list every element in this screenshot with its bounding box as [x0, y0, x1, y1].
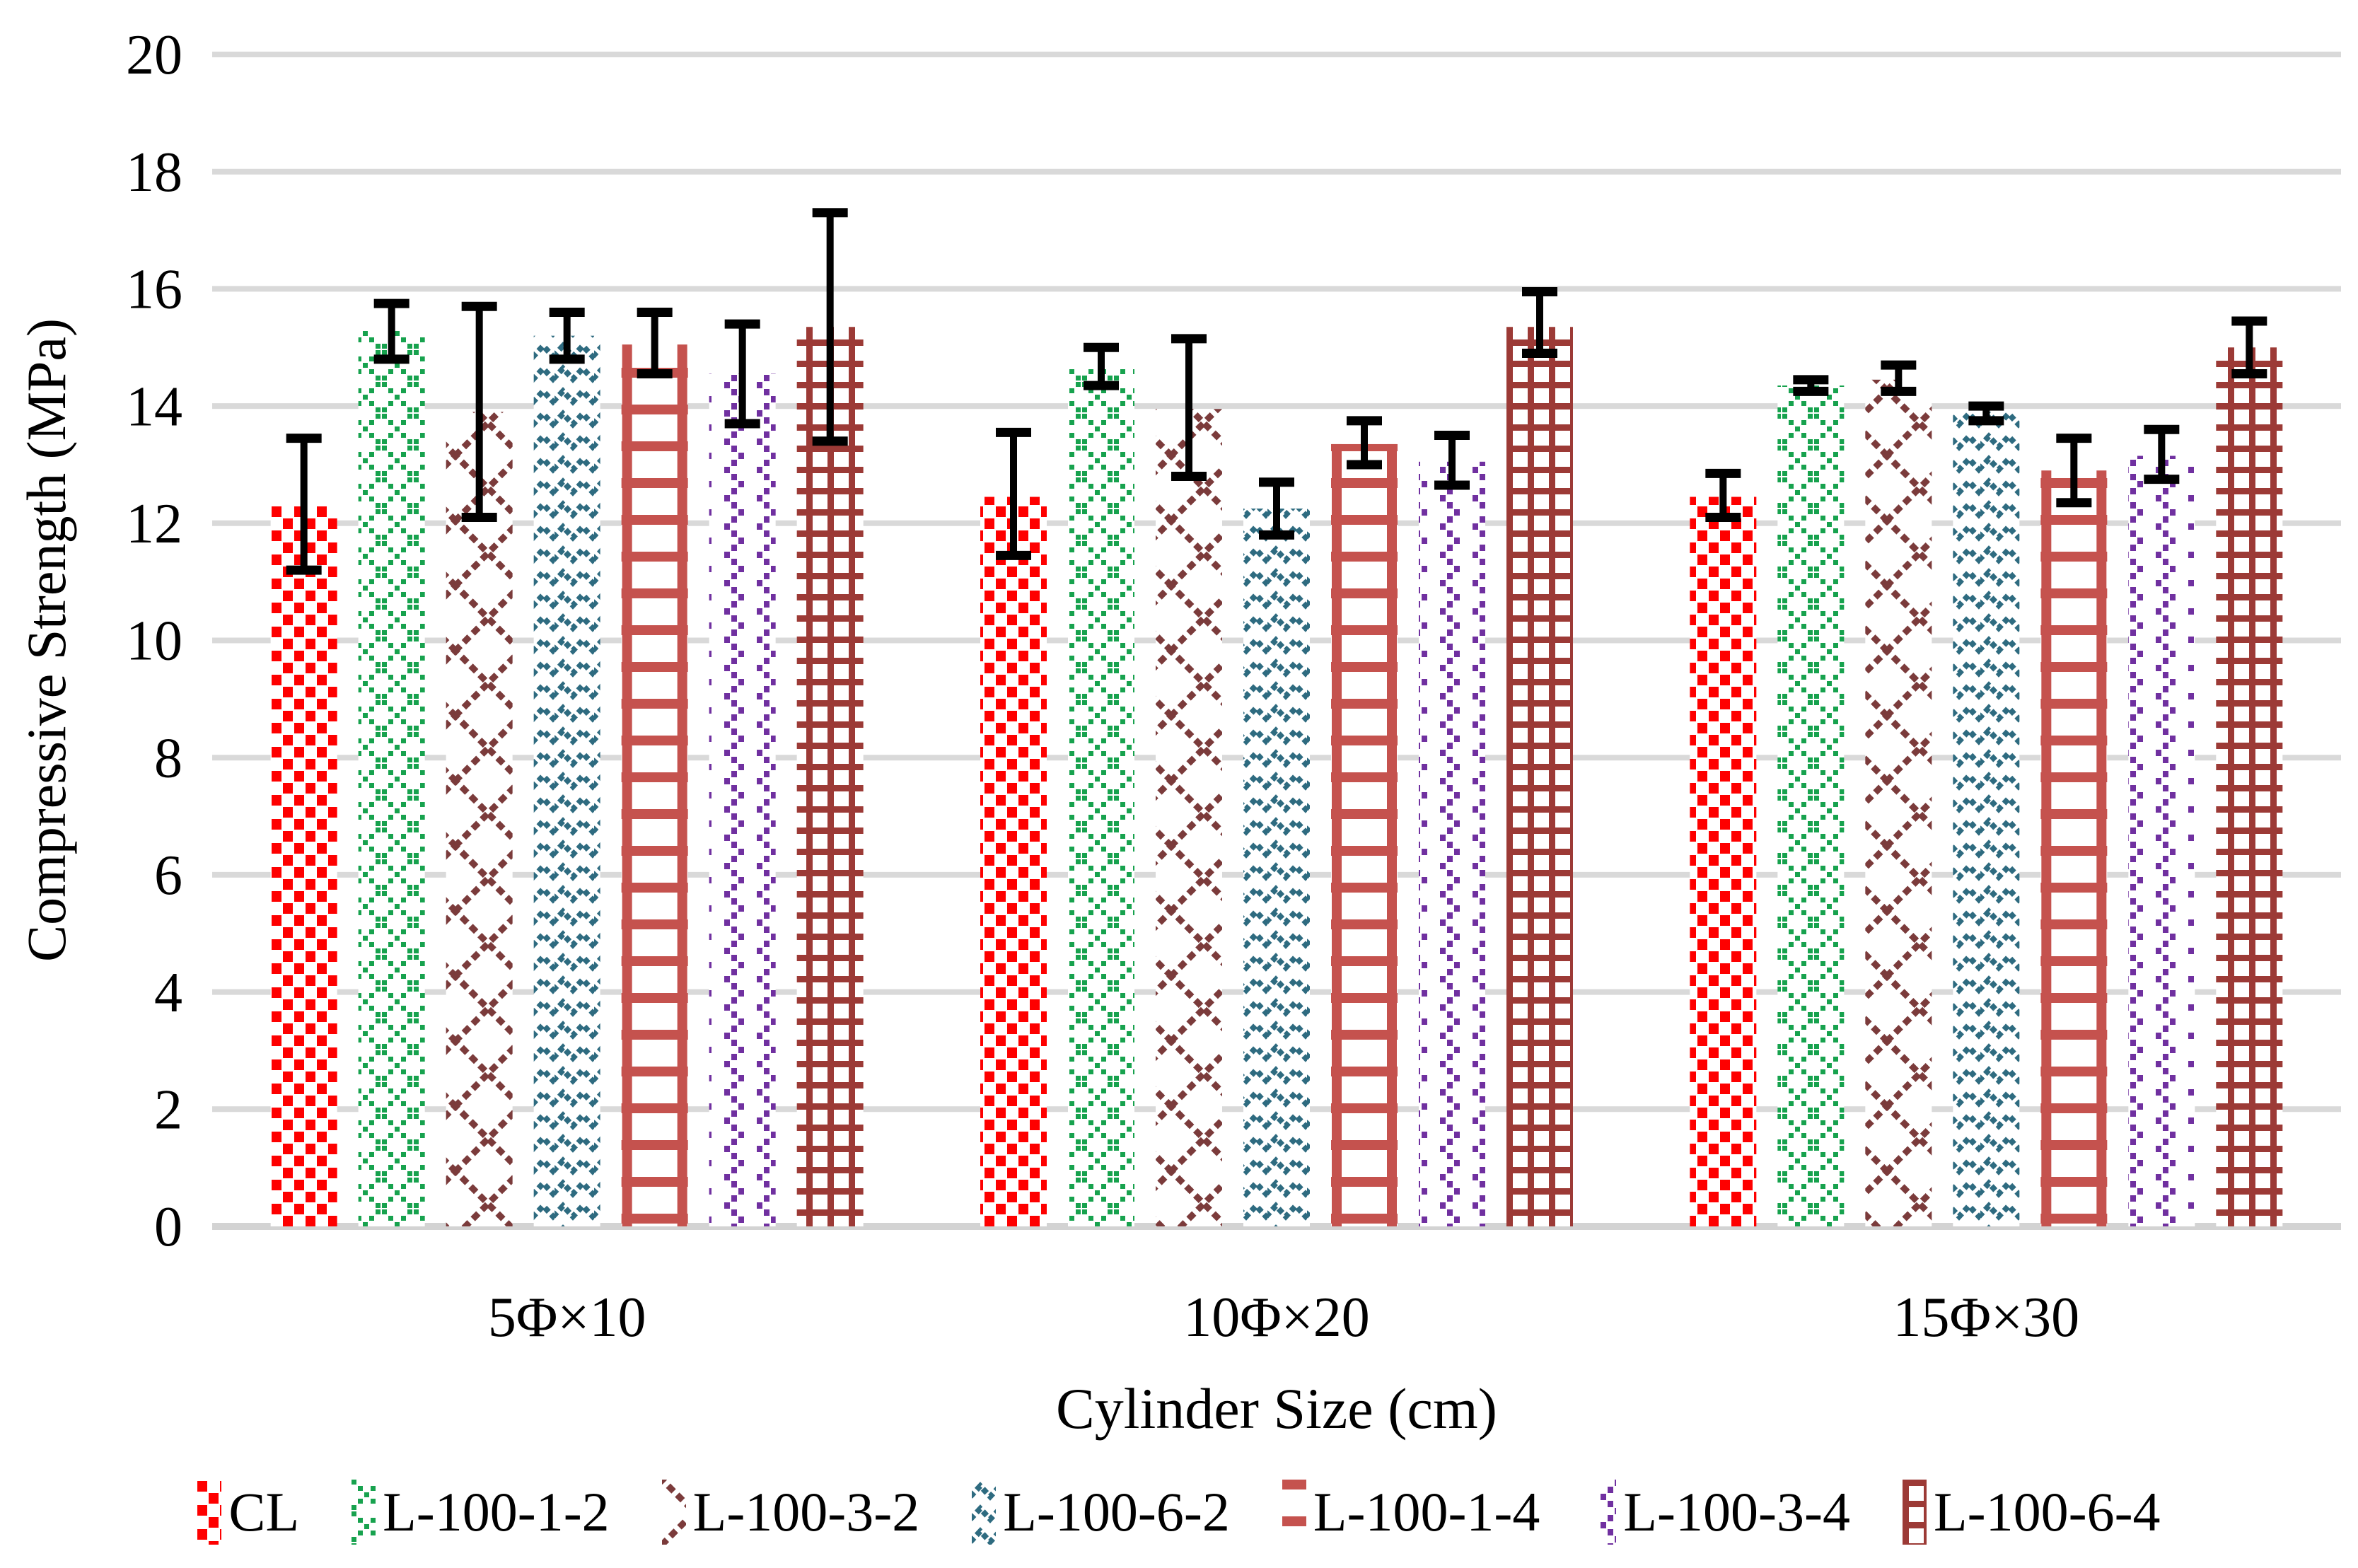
bar-L-100-1-2-3 — [1777, 385, 1845, 1226]
y-tick-label: 12 — [126, 493, 182, 555]
error-bar-L-100-1-4-2 — [1347, 416, 1382, 470]
y-tick-label: 18 — [126, 141, 182, 204]
y-tick-label: 14 — [126, 376, 182, 438]
bar-L-100-3-4-3 — [2128, 455, 2195, 1227]
legend-swatch-L-100-6-4 — [1902, 1480, 1927, 1545]
bar-L-100-3-2-2 — [1156, 409, 1222, 1227]
bar-L-100-1-4-2 — [1331, 443, 1398, 1226]
bar-rail — [677, 344, 687, 1226]
bar-CL-1 — [270, 505, 337, 1226]
bar-L-100-6-2-3 — [1953, 412, 2020, 1226]
error-bar-L-100-3-4-1 — [724, 319, 760, 429]
y-tick-label: 20 — [126, 24, 182, 86]
error-bar-L-100-6-4-3 — [2231, 316, 2267, 379]
bar-L-100-3-4-1 — [709, 373, 776, 1226]
bar-rail — [1332, 443, 1342, 1226]
legend-label: L-100-3-4 — [1623, 1481, 1850, 1543]
legend-item-L-100-1-4: L-100-1-4 — [1282, 1480, 1540, 1545]
bar-L-100-1-4-1 — [621, 344, 688, 1226]
error-bar-L-100-1-2-3 — [1793, 375, 1829, 396]
x-category-label: 10Φ×20 — [1183, 1287, 1370, 1349]
legend-item-L-100-1-2: L-100-1-2 — [352, 1480, 610, 1545]
error-bar-L-100-3-2-1 — [461, 301, 497, 523]
legend-swatch-CL — [197, 1480, 222, 1545]
y-tick-label: 2 — [154, 1079, 182, 1142]
y-tick-label: 4 — [154, 962, 182, 1024]
bar-L-100-6-4-2 — [1506, 327, 1573, 1227]
error-bar-L-100-3-2-3 — [1881, 360, 1917, 396]
y-axis-title: Compressive Strength (MPa) — [16, 318, 77, 962]
bar-L-100-6-2-1 — [533, 335, 600, 1227]
y-tick-label: 8 — [154, 727, 182, 789]
error-bar-L-100-1-4-3 — [2056, 434, 2092, 508]
y-tick-label: 10 — [126, 610, 182, 673]
error-bar-CL-3 — [1705, 468, 1741, 523]
bar-rail — [1387, 443, 1397, 1226]
bar-CL-2 — [980, 496, 1047, 1226]
bar-L-100-6-4-1 — [796, 327, 864, 1227]
legend-label: L-100-3-2 — [692, 1481, 920, 1543]
legend-swatch-L-100-3-2 — [661, 1480, 686, 1545]
error-bar-L-100-1-4-1 — [637, 308, 673, 379]
y-tick-label: 16 — [126, 259, 182, 321]
legend-swatch-L-100-1-2 — [352, 1480, 376, 1545]
bar-L-100-1-2-1 — [358, 330, 425, 1226]
legend-swatch-L-100-3-4 — [1592, 1480, 1617, 1545]
bar-L-100-6-4-3 — [2216, 347, 2283, 1226]
bar-L-100-3-4-2 — [1419, 461, 1485, 1226]
legend-label: L-100-6-4 — [1933, 1481, 2161, 1543]
x-category-label: 5Φ×10 — [488, 1287, 646, 1349]
error-bar-CL-2 — [996, 427, 1031, 560]
bar-L-100-1-4-3 — [2040, 470, 2108, 1226]
x-category-label: 15Φ×30 — [1893, 1287, 2080, 1349]
legend-label: L-100-6-2 — [1003, 1481, 1230, 1543]
error-bar-L-100-3-4-3 — [2144, 424, 2180, 484]
legend-label: CL — [228, 1481, 300, 1543]
bar-rail — [2096, 470, 2107, 1226]
legend-label: L-100-1-2 — [383, 1481, 610, 1543]
bar-L-100-1-2-2 — [1068, 368, 1134, 1226]
x-axis-title: Cylinder Size (cm) — [1056, 1376, 1497, 1441]
bar-rail — [2041, 470, 2052, 1226]
legend-item-L-100-3-4: L-100-3-4 — [1592, 1480, 1850, 1545]
legend-swatch-L-100-1-4 — [1282, 1480, 1306, 1545]
error-bar-L-100-3-4-2 — [1434, 431, 1470, 490]
bar-L-100-6-2-2 — [1243, 509, 1310, 1226]
bar-L-100-3-2-3 — [1865, 379, 1932, 1226]
error-bar-CL-1 — [286, 434, 322, 575]
legend-swatch-L-100-6-2 — [972, 1480, 997, 1545]
bar-rail — [622, 344, 632, 1226]
legend-item-L-100-6-4: L-100-6-4 — [1902, 1480, 2161, 1545]
y-tick-label: 6 — [154, 844, 182, 907]
legend-item-L-100-6-2: L-100-6-2 — [972, 1480, 1230, 1545]
error-bar-L-100-6-2-1 — [549, 308, 585, 364]
bar-L-100-3-2-1 — [446, 412, 513, 1226]
error-bar-L-100-1-2-1 — [373, 298, 410, 364]
bar-CL-3 — [1690, 496, 1757, 1226]
y-tick-label: 0 — [154, 1196, 182, 1258]
error-bar-L-100-3-2-2 — [1171, 334, 1207, 482]
error-bar-L-100-6-4-2 — [1522, 287, 1557, 359]
legend-label: L-100-1-4 — [1313, 1481, 1540, 1543]
legend: CL L-100-1-2 L-100-3-2 L-100-6-2 L-100-1-4 L-… — [0, 1480, 2358, 1545]
error-bar-L-100-1-2-2 — [1084, 342, 1119, 390]
error-bar-L-100-6-2-3 — [1968, 401, 2004, 426]
error-bar-L-100-6-2-2 — [1259, 477, 1294, 540]
legend-item-L-100-3-2: L-100-3-2 — [661, 1480, 920, 1545]
error-bar-L-100-6-4-1 — [812, 208, 848, 446]
legend-item-CL: CL — [197, 1480, 299, 1545]
